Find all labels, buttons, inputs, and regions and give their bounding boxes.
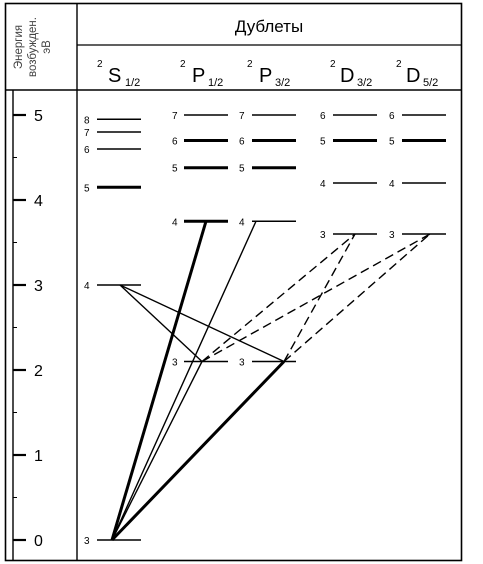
level-label-S12-7: 7 xyxy=(84,128,90,139)
level-label-P32-3: 3 xyxy=(239,358,245,369)
transition-S12-3-to-P32-3 xyxy=(110,360,286,542)
energy-axis: 5 4 3 2 1 0 xyxy=(12,90,43,561)
term-D32-letter: D xyxy=(340,65,354,87)
level-label-P32-7: 7 xyxy=(239,111,245,122)
level-label-P32-5: 5 xyxy=(239,164,245,175)
axis-title: Энергия возбужден. эВ xyxy=(13,17,53,77)
transition-P12-3-to-D32-3 xyxy=(201,233,356,363)
transition-S12-4-to-P12-3 xyxy=(119,284,203,363)
level-label-D32-5: 5 xyxy=(320,137,326,148)
transitions xyxy=(110,220,431,542)
term-P12-letter: P xyxy=(192,65,205,87)
axis-tick-label-1: 1 xyxy=(34,448,43,465)
term-P32-multiplicity: 2 xyxy=(247,59,253,70)
level-label-P32-4: 4 xyxy=(239,217,245,228)
term-P32-j: 3/2 xyxy=(275,77,290,89)
transition-S12-4-to-P32-3 xyxy=(119,284,285,363)
term-D32-multiplicity: 2 xyxy=(330,59,336,70)
term-P12-multiplicity: 2 xyxy=(180,59,186,70)
level-label-S12-4: 4 xyxy=(84,281,90,292)
level-label-P32-6: 6 xyxy=(239,137,245,148)
transition-S12-3-to-P12-4 xyxy=(110,220,208,541)
term-S12-multiplicity: 2 xyxy=(97,59,103,70)
term-D52-j: 5/2 xyxy=(423,77,438,89)
level-label-P12-4: 4 xyxy=(172,217,178,228)
term-D32-j: 3/2 xyxy=(357,77,372,89)
level-label-S12-8: 8 xyxy=(84,115,90,126)
axis-tick-label-0: 0 xyxy=(34,533,43,550)
level-label-D52-4: 4 xyxy=(389,179,395,190)
term-header-D52: 2 D 5/2 xyxy=(396,59,438,89)
term-header-D32: 2 D 3/2 xyxy=(330,59,372,89)
level-label-P12-5: 5 xyxy=(172,164,178,175)
axis-title-line-2: возбужден. xyxy=(27,17,39,77)
term-S12-letter: S xyxy=(108,65,121,87)
transition-S12-3-to-P32-4 xyxy=(111,220,257,541)
term-header-P12: 2 P 1/2 xyxy=(180,59,223,89)
header-title: Дублеты xyxy=(235,17,303,36)
level-label-D32-3: 3 xyxy=(320,230,326,241)
level-label-S12-5: 5 xyxy=(84,183,90,194)
transition-P32-3-to-D32-3 xyxy=(283,233,356,362)
term-header-S12: 2 S 1/2 xyxy=(97,59,140,89)
axis-tick-label-4: 4 xyxy=(34,193,43,210)
level-label-S12-3: 3 xyxy=(84,536,90,547)
axis-title-line-1: Энергия xyxy=(13,25,25,69)
level-label-D32-4: 4 xyxy=(320,179,326,190)
transition-S12-3-to-P12-3 xyxy=(111,361,203,541)
axis-tick-label-3: 3 xyxy=(34,278,43,295)
term-P12-j: 1/2 xyxy=(208,77,223,89)
level-label-S12-6: 6 xyxy=(84,145,90,156)
level-label-D52-3: 3 xyxy=(389,230,395,241)
term-P32-letter: P xyxy=(259,65,272,87)
axis-title-line-3: эВ xyxy=(41,40,53,54)
level-label-P12-3: 3 xyxy=(172,358,178,369)
axis-tick-label-2: 2 xyxy=(34,363,43,380)
level-label-P12-7: 7 xyxy=(172,111,178,122)
term-header-P32: 2 P 3/2 xyxy=(247,59,290,89)
transition-P32-3-to-D52-3 xyxy=(283,233,431,363)
level-label-D52-5: 5 xyxy=(389,137,395,148)
level-label-D52-6: 6 xyxy=(389,111,395,122)
axis-tick-label-5: 5 xyxy=(34,108,43,125)
energy-levels: 3 4 5 6 7 8 3 4 5 6 7 3 4 5 6 7 3 4 5 6 3 4 5 6 xyxy=(84,111,446,547)
term-D52-multiplicity: 2 xyxy=(396,59,402,70)
transition-P12-3-to-D52-3 xyxy=(201,233,431,363)
level-label-D32-6: 6 xyxy=(320,111,326,122)
level-label-P12-6: 6 xyxy=(172,137,178,148)
term-S12-j: 1/2 xyxy=(125,77,140,89)
term-D52-letter: D xyxy=(406,65,420,87)
diagram-frame xyxy=(4,2,463,562)
